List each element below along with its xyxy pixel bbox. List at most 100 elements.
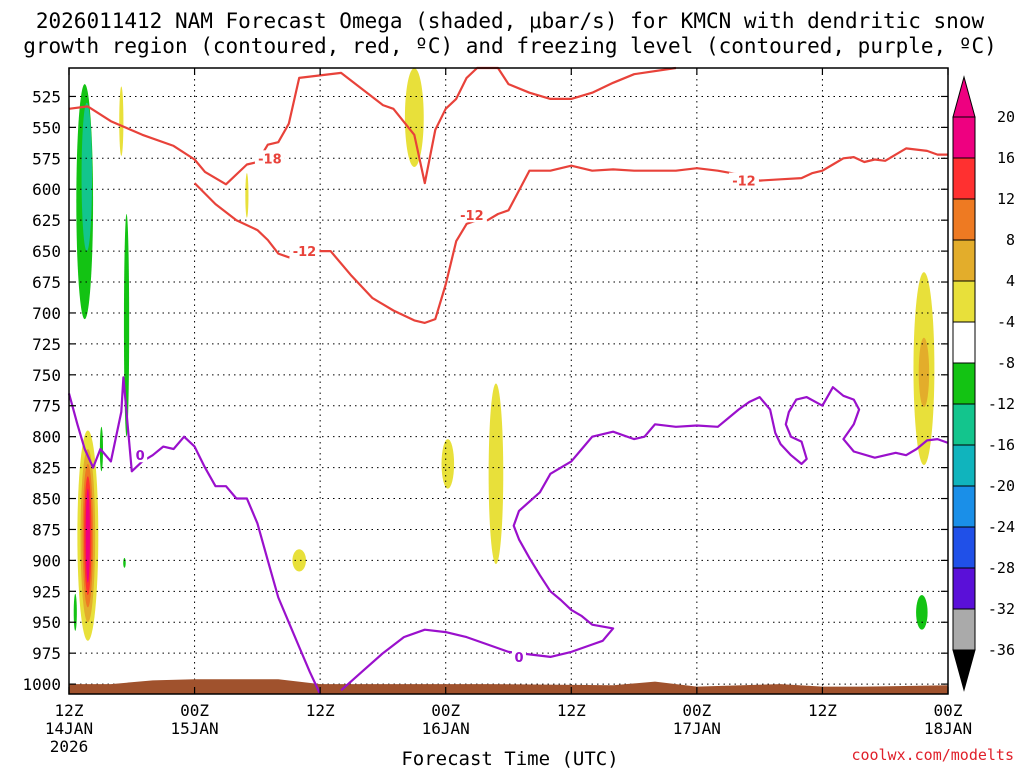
colorbar-swatch-7 [952, 403, 976, 446]
y-tick-label-750: 750 [32, 366, 61, 385]
colorbar-label-9: -20 [988, 477, 1015, 495]
y-tick-label-700: 700 [32, 304, 61, 323]
x-axis-label: Forecast Time (UTC) [401, 748, 618, 768]
colorbar-top-arrow [952, 75, 976, 118]
contour-label-2: -12 [460, 209, 484, 224]
y-tick-label-900: 900 [32, 551, 61, 570]
x-tick-label-0-3: 2026 [50, 737, 89, 756]
y-tick-label-975: 975 [32, 644, 61, 663]
colorbar-swatch-5 [952, 321, 976, 364]
colorbar-swatch-1 [952, 157, 976, 200]
colorbar-label-12: -32 [988, 600, 1015, 618]
x-tick-label-48-1: 12Z [557, 701, 586, 720]
colorbar-swatch-4 [952, 280, 976, 323]
contour-label-4: 0 [136, 449, 145, 464]
colorbar-label-7: -12 [988, 395, 1015, 413]
credit-text: coolwx.com/modelts [851, 746, 1014, 764]
colorbar: 20 16 12 8 4 -4 -8 -12 -16 -20 -24 -28 -32 -36 [952, 75, 1015, 692]
omega-blob-14 [292, 549, 307, 572]
omega-blob-18 [918, 337, 930, 407]
colorbar-swatch-2 [952, 198, 976, 241]
y-tick-label-650: 650 [32, 242, 61, 261]
colorbar-swatch-last [952, 608, 976, 651]
contour-label-bg-0 [254, 150, 285, 166]
y-tick-label-675: 675 [32, 273, 61, 292]
y-tick-label-950: 950 [32, 613, 61, 632]
x-tick-label-0-2: 14JAN [45, 719, 93, 738]
chart-title-line2: growth region (contoured, red, ºC) and f… [23, 34, 997, 58]
omega-blob-19 [916, 595, 928, 630]
y-tick-label-925: 925 [32, 582, 61, 601]
colorbar-label-1: 16 [997, 149, 1015, 167]
terrain-fill [69, 679, 948, 694]
colorbar-bottom-arrow [952, 649, 976, 692]
contour-label-bg-5 [511, 648, 526, 664]
y-tick-label-825: 825 [32, 459, 61, 478]
y-tick-label-575: 575 [32, 149, 61, 168]
omega-blob-10 [85, 488, 90, 583]
plot-background [69, 68, 948, 694]
colorbar-label-8: -16 [988, 436, 1015, 454]
colorbar-swatch-6 [952, 362, 976, 405]
plot-area: -18 -12 -12 -12 0 0 [67, 66, 949, 695]
x-tick-label-60-1: 00Z [682, 701, 711, 720]
y-tick-label-725: 725 [32, 335, 61, 354]
x-tick-label-12-1: 00Z [180, 701, 209, 720]
x-tick-label-72-1: 12Z [808, 701, 837, 720]
colorbar-label-0: 20 [997, 108, 1015, 126]
contour-label-5: 0 [514, 651, 523, 666]
contours: -18 -12 -12 -12 0 0 [67, 66, 949, 695]
x-tick-label-0-1: 12Z [55, 701, 84, 720]
contour-label-3: -12 [732, 175, 756, 190]
colorbar-label-11: -28 [988, 559, 1015, 577]
contour-label-1: -12 [293, 245, 317, 260]
x-tick-label-12-2: 15JAN [170, 719, 218, 738]
y-tick-label-800: 800 [32, 428, 61, 447]
omega-blob-4 [245, 173, 249, 218]
colorbar-swatch-8 [952, 444, 976, 487]
omega-blob-16 [488, 383, 504, 565]
x-tick-label-84-1: 00Z [934, 701, 963, 720]
omega-blob-15 [441, 439, 455, 489]
contour-label-bg-1 [289, 243, 320, 259]
colorbar-label-4: 4 [1006, 272, 1015, 290]
x-tick-label-60-2: 17JAN [673, 719, 721, 738]
omega-shading [73, 68, 935, 641]
contour-label-0: -18 [258, 152, 282, 167]
y-tick-label-850: 850 [32, 490, 61, 509]
colorbar-label-13: -36 [988, 641, 1015, 659]
contour-line-4 [67, 376, 322, 695]
y-tick-label-1000: 1000 [22, 675, 61, 694]
y-tick-label-625: 625 [32, 211, 61, 230]
omega-blob-1 [81, 102, 93, 252]
contour-line-5 [340, 386, 949, 692]
colorbar-label-10: -24 [988, 518, 1015, 536]
colorbar-swatch-11 [952, 567, 976, 610]
y-axis: 525 550 575 600 625 650 675 700 725 750 775 800 825 8… [22, 87, 948, 694]
colorbar-label-6: -8 [997, 354, 1015, 372]
colorbar-swatch-9 [952, 485, 976, 528]
plot-frame [68, 67, 949, 695]
y-tick-label-600: 600 [32, 180, 61, 199]
x-tick-label-36-1: 00Z [431, 701, 460, 720]
x-tick-label-36-2: 16JAN [422, 719, 470, 738]
contour-line-0 [68, 66, 677, 186]
chart-title-line1: 2026011412 NAM Forecast Omega (shaded, μ… [36, 9, 985, 33]
omega-blob-13 [123, 557, 126, 568]
colorbar-swatch-3 [952, 239, 976, 282]
omega-blob-11 [73, 593, 77, 631]
omega-blob-5 [404, 68, 424, 167]
y-tick-label-875: 875 [32, 520, 61, 539]
omega-blob-2 [123, 213, 130, 437]
terrain-surface [69, 679, 948, 694]
colorbar-swatch-10 [952, 526, 976, 569]
x-tick-label-24-1: 12Z [306, 701, 335, 720]
contour-label-bg-2 [456, 207, 487, 223]
colorbar-swatch-0 [952, 116, 976, 159]
contour-label-bg-4 [133, 447, 148, 463]
y-tick-label-775: 775 [32, 397, 61, 416]
gridlines [69, 68, 948, 694]
contour-label-bg-3 [728, 172, 759, 188]
